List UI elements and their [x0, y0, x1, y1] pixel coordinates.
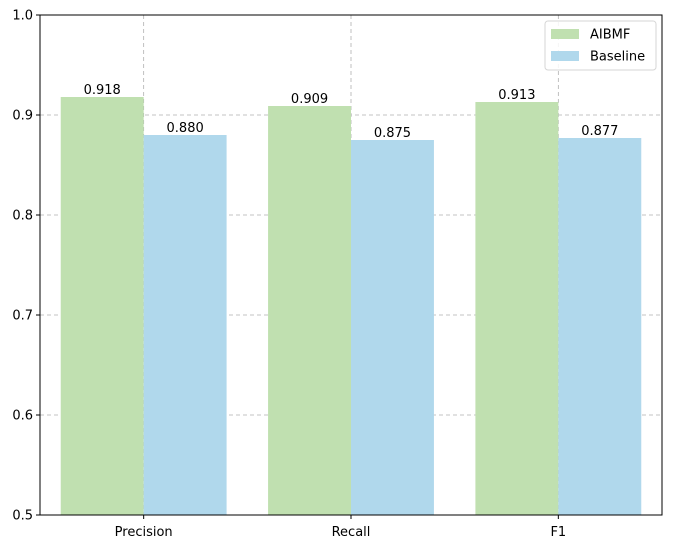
y-tick-label: 0.6 — [12, 409, 33, 424]
legend: AIBMF Baseline — [544, 20, 657, 71]
y-tick-label: 0.9 — [12, 109, 33, 124]
legend-label: Baseline — [590, 50, 645, 65]
bar-baseline-precision — [143, 135, 227, 515]
legend-swatch-baseline — [551, 51, 579, 61]
bar-aibmf-f1 — [475, 102, 559, 515]
bar-aibmf-recall — [268, 106, 351, 515]
x-tick-label: Recall — [332, 525, 371, 540]
y-tick-label: 0.8 — [12, 209, 33, 224]
y-tick-label: 0.7 — [12, 309, 33, 324]
data-label: 0.880 — [167, 121, 204, 136]
bar-baseline-f1 — [558, 138, 642, 515]
data-label: 0.877 — [581, 124, 618, 139]
axes: 0.5 0.6 0.7 0.8 0.9 1.0 Precision Recall F1 — [12, 9, 566, 541]
bar-aibmf-precision — [60, 97, 144, 515]
bar-baseline-recall — [351, 140, 434, 515]
data-label: 0.875 — [374, 126, 411, 141]
y-tick-label: 1.0 — [12, 9, 33, 24]
data-label: 0.909 — [291, 92, 328, 107]
y-tick-label: 0.5 — [12, 509, 33, 524]
legend-swatch-aibmf — [551, 29, 579, 39]
x-tick-label: Precision — [115, 525, 173, 540]
data-labels: 0.918 0.909 0.913 0.880 0.875 0.877 — [84, 83, 619, 141]
legend-label: AIBMF — [590, 28, 630, 43]
data-label: 0.918 — [84, 83, 121, 98]
x-tick-label: F1 — [550, 525, 566, 540]
data-label: 0.913 — [498, 88, 535, 103]
bars — [60, 97, 642, 515]
